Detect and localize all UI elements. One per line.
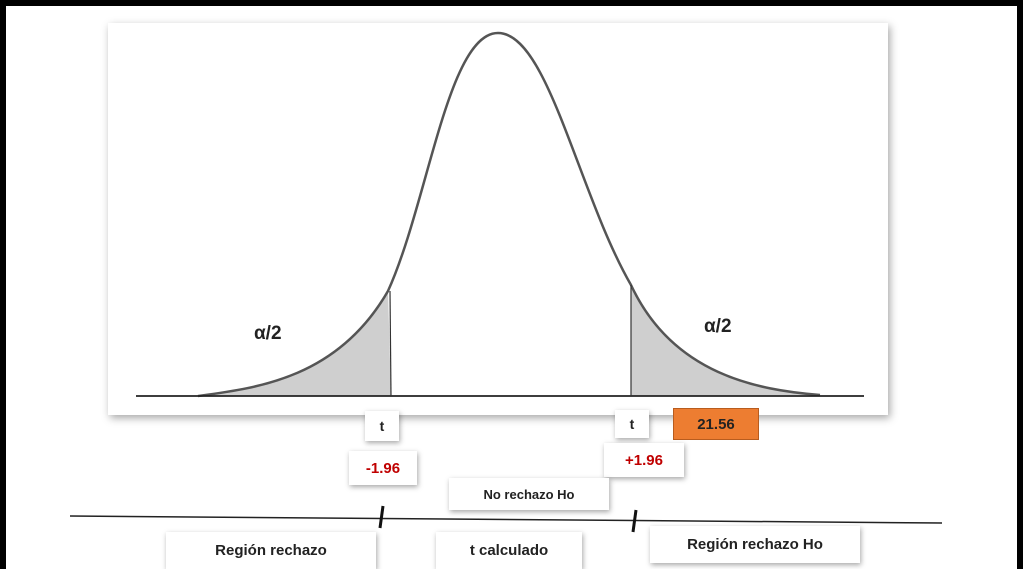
alpha-right-label: α/2	[704, 316, 732, 337]
critical-value-left: -1.96	[349, 451, 417, 485]
t-right-label: t	[615, 410, 649, 438]
rejection-region-right-label: Región rechazo Ho	[650, 526, 860, 563]
t-calculated-value-badge: 21.56	[673, 408, 759, 440]
alpha-left-label: α/2	[254, 323, 282, 344]
distribution-panel: α/2 α/2	[108, 23, 888, 415]
t-calculated-label: t calculado	[436, 532, 582, 569]
right-rejection-area	[631, 285, 820, 396]
rejection-region-left-label: Región rechazo	[166, 532, 376, 569]
critical-value-right: +1.96	[604, 443, 684, 477]
bell-curve-plot	[136, 31, 864, 398]
decision-axis-line	[69, 515, 943, 524]
t-left-label: t	[365, 411, 399, 441]
no-reject-region-label: No rechazo Ho	[449, 478, 609, 510]
decision-tick-right	[631, 509, 638, 533]
bell-curve	[197, 31, 821, 398]
decision-tick-left	[378, 505, 385, 529]
left-critical-line	[389, 290, 392, 397]
left-rejection-area	[198, 291, 391, 396]
diagram-canvas: α/2 α/2 t t 21.56 -1.96 +1.96 No rechazo…	[6, 6, 1017, 569]
